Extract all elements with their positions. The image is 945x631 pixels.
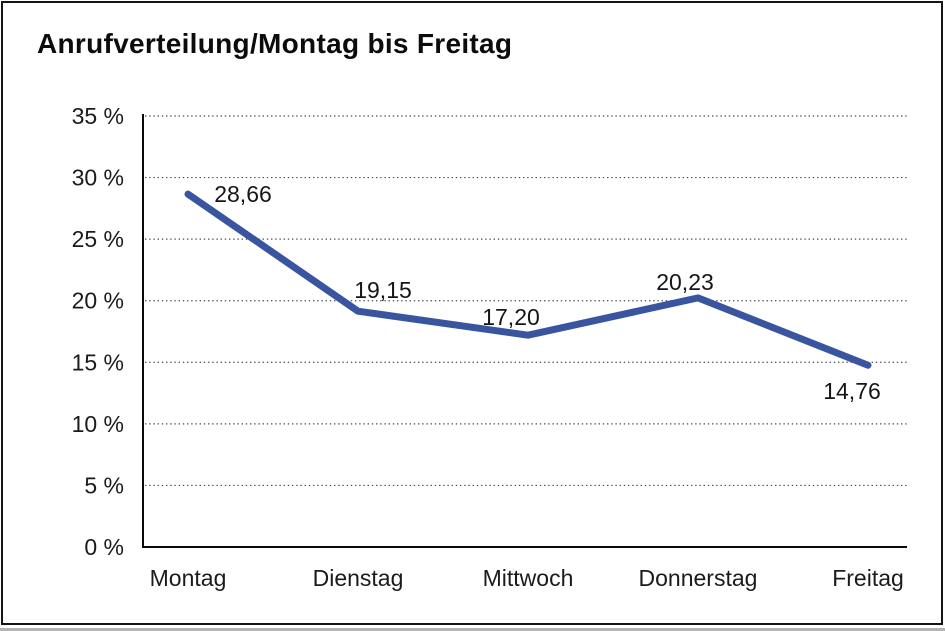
- data-point-label: 14,76: [823, 378, 881, 404]
- data-point-label: 19,15: [354, 277, 412, 303]
- y-tick-label: 15 %: [72, 349, 124, 375]
- y-tick-label: 0 %: [84, 534, 124, 560]
- y-tick-label: 5 %: [84, 472, 124, 498]
- data-point-label: 20,23: [656, 269, 714, 295]
- data-point-label: 17,20: [482, 304, 540, 330]
- x-category-label: Dienstag: [313, 565, 404, 591]
- bottom-edge-shadow: [0, 628, 945, 631]
- data-point-label: 28,66: [214, 181, 272, 207]
- x-category-label: Freitag: [832, 565, 904, 591]
- y-tick-label: 10 %: [72, 411, 124, 437]
- x-category-label: Montag: [150, 565, 227, 591]
- y-tick-label: 35 %: [72, 103, 124, 129]
- y-tick-label: 30 %: [72, 165, 124, 191]
- chart-title: Anrufverteilung/Montag bis Freitag: [37, 28, 513, 59]
- data-series-line: [184, 190, 872, 369]
- x-category-label: Donnerstag: [639, 565, 758, 591]
- y-tick-label: 20 %: [72, 288, 124, 314]
- x-category-label: Mittwoch: [483, 565, 574, 591]
- y-tick-label: 25 %: [72, 226, 124, 252]
